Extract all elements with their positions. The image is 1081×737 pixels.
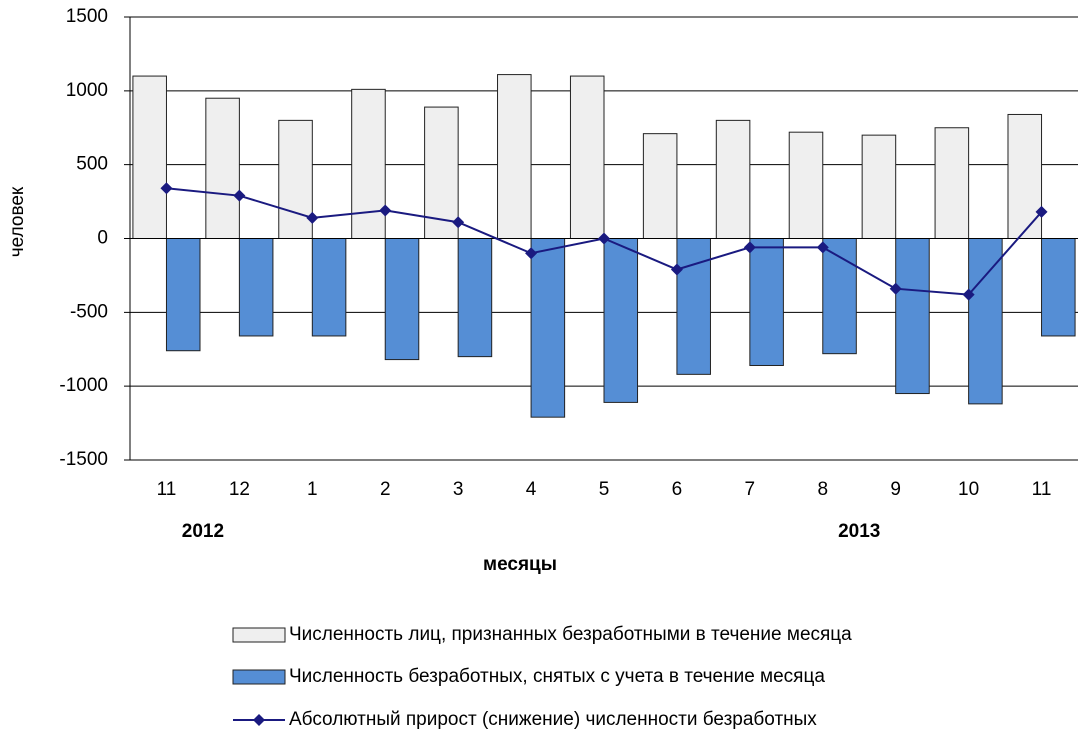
marker <box>160 182 173 195</box>
bar <box>968 238 1003 405</box>
marker <box>1035 205 1048 218</box>
y-tick-label: 500 <box>76 154 108 175</box>
bar <box>676 238 711 375</box>
bar <box>457 238 493 358</box>
bar <box>1041 238 1076 337</box>
y-tick-label: -500 <box>70 301 108 322</box>
marker <box>452 216 465 229</box>
bar <box>749 238 784 366</box>
legend-swatch <box>232 669 286 685</box>
bar <box>165 238 201 352</box>
legend-label: Численность лиц, признанных безработными… <box>289 624 852 645</box>
legend-marker <box>253 714 265 726</box>
bar <box>132 75 167 239</box>
bar <box>569 75 605 239</box>
x-axis-title: месяцы <box>483 554 557 575</box>
y-axis-title: человек <box>7 186 28 257</box>
marker <box>379 204 392 217</box>
bar <box>278 119 313 239</box>
y-tick-label: -1500 <box>59 449 108 470</box>
x-tick-label: 11 <box>1032 479 1052 500</box>
x-tick-label: 3 <box>453 479 464 500</box>
x-tick-label: 2 <box>380 479 391 500</box>
bar <box>861 134 897 239</box>
x-tick-label: 4 <box>526 479 537 500</box>
bar <box>788 131 824 239</box>
x-tick-label: 7 <box>745 479 756 500</box>
y-tick-label: -1000 <box>59 375 108 396</box>
bar <box>934 127 970 239</box>
marker <box>525 247 538 260</box>
year-label: 2012 <box>182 521 224 542</box>
marker <box>962 288 975 301</box>
marker <box>816 241 829 254</box>
bar <box>603 238 639 403</box>
legend-swatch <box>232 627 286 643</box>
marker <box>233 189 246 202</box>
bar <box>530 238 566 418</box>
bar <box>497 74 532 239</box>
marker <box>670 263 683 276</box>
marker <box>743 241 756 254</box>
bar <box>311 238 347 337</box>
marker <box>598 232 610 245</box>
bar <box>424 106 459 240</box>
bar <box>895 238 930 395</box>
bar <box>205 97 240 240</box>
x-tick-label: 10 <box>958 479 979 500</box>
marker <box>306 211 319 224</box>
x-tick-label: 6 <box>672 479 683 500</box>
bar <box>384 238 420 361</box>
year-label: 2013 <box>838 521 880 542</box>
bar <box>351 88 386 239</box>
bar <box>1007 113 1043 239</box>
x-tick-label: 11 <box>157 479 177 500</box>
x-tick-label: 8 <box>817 479 828 500</box>
legend-label: Абсолютный прирост (снижение) численност… <box>289 709 817 730</box>
x-tick-label: 12 <box>229 479 250 500</box>
marker <box>889 282 902 295</box>
bar <box>642 133 678 239</box>
bar <box>238 238 274 337</box>
y-tick-label: 0 <box>97 228 108 249</box>
bar <box>715 119 751 239</box>
y-tick-label: 1500 <box>66 6 108 27</box>
x-tick-label: 5 <box>599 479 610 500</box>
x-tick-label: 9 <box>890 479 901 500</box>
y-tick-label: 1000 <box>66 80 108 101</box>
legend-label: Численность безработных, снятых с учета … <box>289 666 825 687</box>
x-tick-label: 1 <box>307 479 318 500</box>
